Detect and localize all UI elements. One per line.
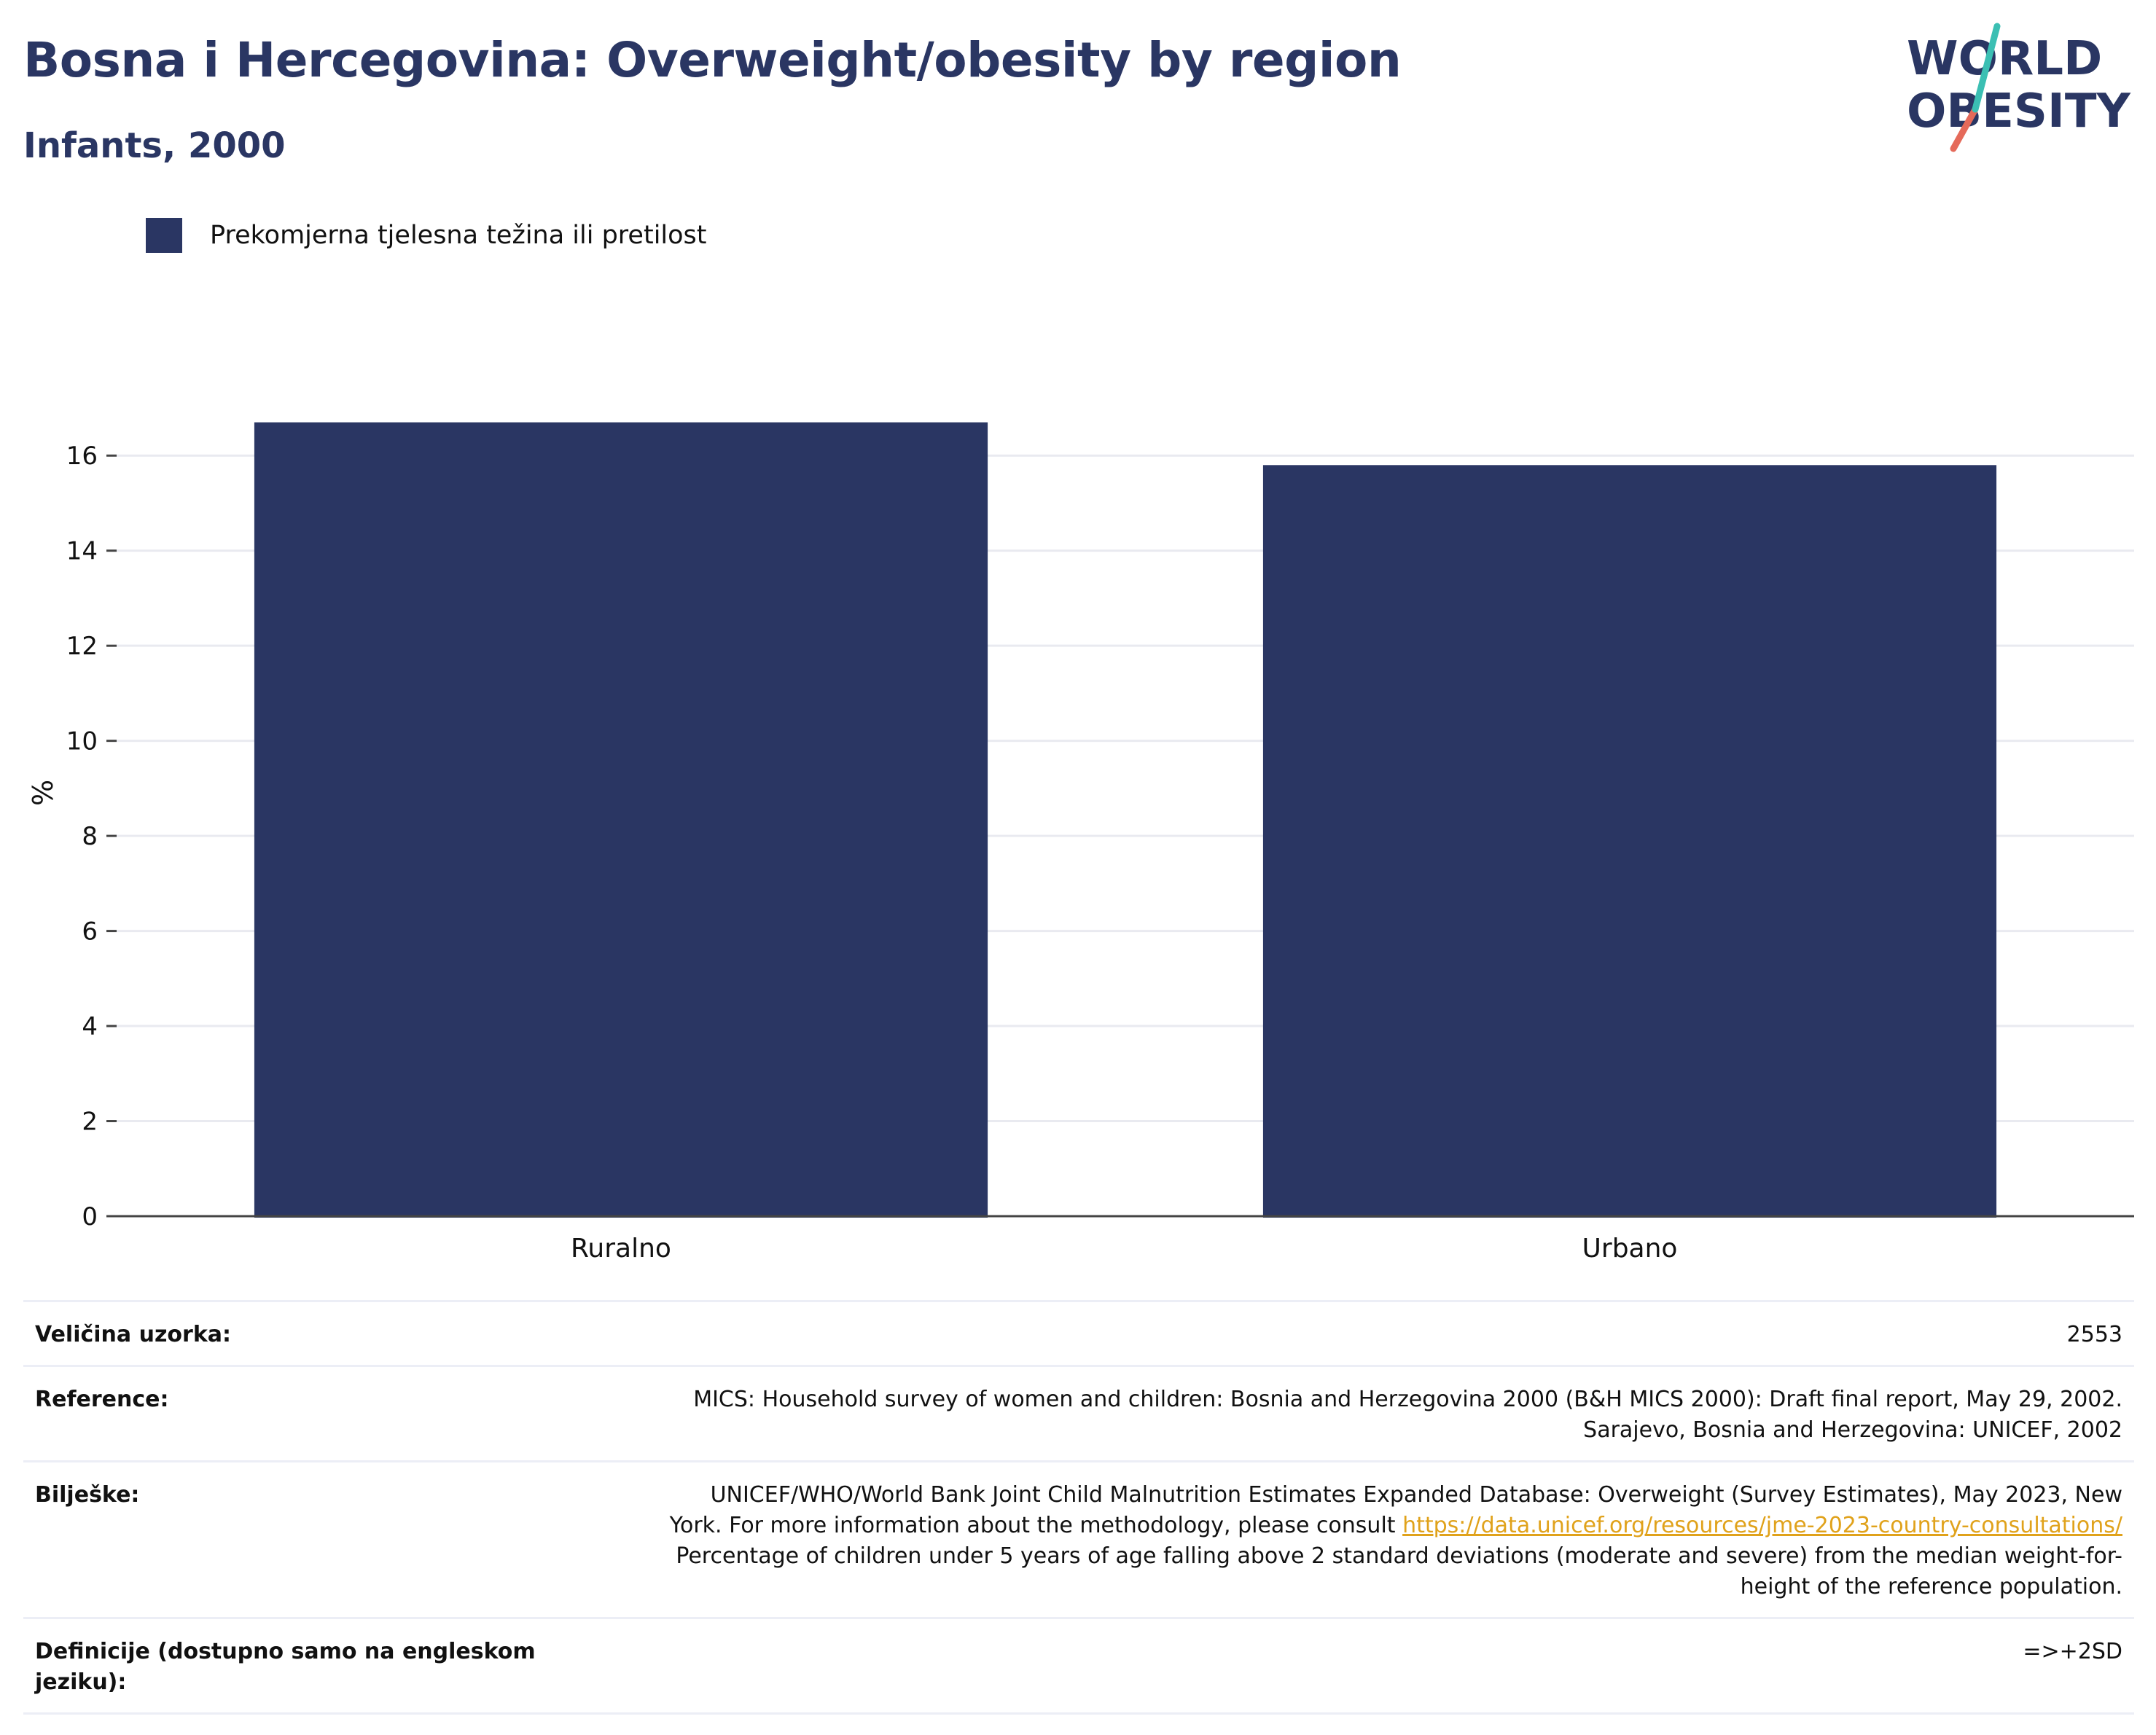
sample-size-value: 2553 xyxy=(2066,1322,2122,1347)
info-row-sample-size: Veličina uzorka: 2553 xyxy=(23,1302,2134,1367)
definitions-value: =>+2SD xyxy=(2023,1639,2122,1664)
y-axis-ticks: 0 2 4 6 8 10 12 14 16 xyxy=(66,442,117,1231)
bars xyxy=(254,422,1997,1218)
y-axis-title: % xyxy=(27,780,59,806)
reference-value: MICS: Household survey of women and chil… xyxy=(589,1385,2122,1446)
info-row-reference: Reference: MICS: Household survey of wom… xyxy=(23,1367,2134,1462)
y-tick-label: 16 xyxy=(66,442,98,471)
notes-value: UNICEF/WHO/World Bank Joint Child Malnut… xyxy=(589,1480,2122,1602)
logo-line2: OBESITY xyxy=(1907,85,2130,138)
methodology-link[interactable]: https://data.unicef.org/resources/jme-20… xyxy=(1402,1513,2122,1538)
reference-line2: Sarajevo, Bosnia and Herzegovina: UNICEF… xyxy=(1583,1417,2122,1443)
bar-ruralno xyxy=(254,422,988,1218)
reference-label: Reference: xyxy=(35,1387,169,1412)
x-tick-label: Ruralno xyxy=(571,1234,671,1264)
x-tick-label: Urbano xyxy=(1582,1234,1678,1264)
notes-line3: Percentage of children under 5 years of … xyxy=(676,1543,2122,1569)
x-axis-labels: Ruralno Urbano xyxy=(571,1234,1677,1264)
y-tick-label: 12 xyxy=(66,632,98,661)
y-tick-label: 4 xyxy=(82,1012,98,1041)
world-obesity-logo: WORLD OBESITY xyxy=(1907,23,2130,152)
notes-line4: height of the reference population. xyxy=(1740,1574,2122,1599)
y-tick-label: 0 xyxy=(82,1202,98,1231)
bar-chart: 0 2 4 6 8 10 12 14 16 Ruralno Urbano % xyxy=(27,422,2134,1264)
reference-line1: MICS: Household survey of women and chil… xyxy=(693,1387,2122,1412)
page-subtitle: Infants, 2000 xyxy=(23,125,286,166)
legend-swatch xyxy=(146,218,182,253)
chart-legend: Prekomjerna tjelesna težina ili pretilos… xyxy=(146,217,707,254)
notes-label: Bilješke: xyxy=(35,1482,140,1508)
y-tick-label: 8 xyxy=(82,822,98,851)
y-tick-label: 2 xyxy=(82,1108,98,1137)
info-row-notes: Bilješke: UNICEF/WHO/World Bank Joint Ch… xyxy=(23,1462,2134,1619)
logo-line1: WORLD xyxy=(1907,32,2102,86)
notes-line2: York. For more information about the met… xyxy=(589,1511,2122,1541)
y-tick-label: 10 xyxy=(66,727,98,756)
legend-label: Prekomjerna tjelesna težina ili pretilos… xyxy=(210,221,707,250)
bar-urbano xyxy=(1262,465,1997,1218)
page-title: Bosna i Hercegovina: Overweight/obesity … xyxy=(23,32,1402,88)
notes-line2-prefix: York. For more information about the met… xyxy=(669,1513,1403,1538)
definitions-label: Definicije (dostupno samo na engleskom j… xyxy=(35,1639,536,1695)
info-row-definitions: Definicije (dostupno samo na engleskom j… xyxy=(23,1619,2134,1715)
y-tick-label: 6 xyxy=(82,917,98,947)
notes-line1: UNICEF/WHO/World Bank Joint Child Malnut… xyxy=(710,1482,2122,1508)
y-tick-label: 14 xyxy=(66,537,98,566)
sample-size-label: Veličina uzorka: xyxy=(35,1322,232,1347)
info-table: Veličina uzorka: 2553 Reference: MICS: H… xyxy=(23,1300,2134,1715)
